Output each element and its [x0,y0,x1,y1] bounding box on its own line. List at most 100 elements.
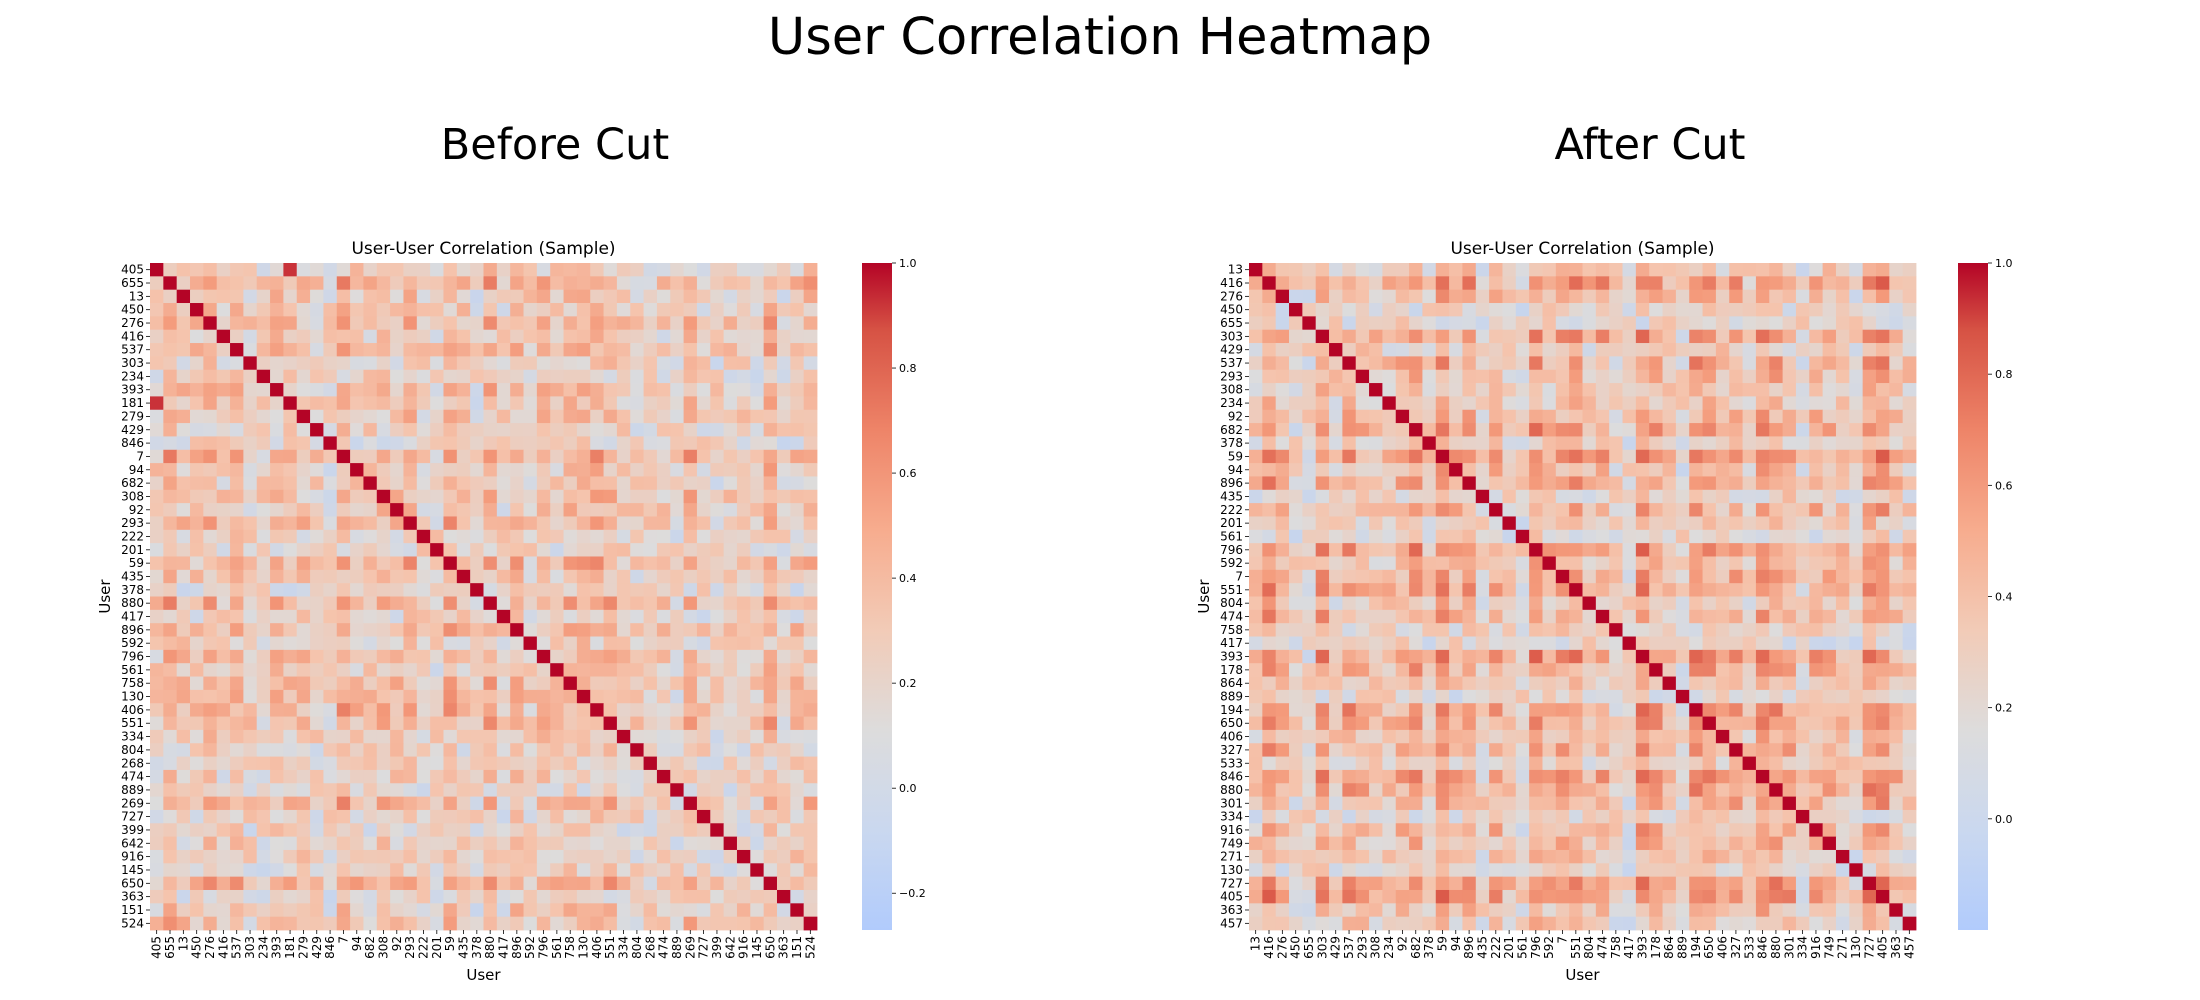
heatmap-cell [1462,703,1477,717]
heatmap-cell [256,636,271,651]
heatmap-cell [603,849,618,864]
heatmap-cell [363,369,378,384]
heatmap-cell [1462,636,1477,651]
heatmap-cell [1742,636,1757,651]
heatmap-cell [1795,463,1810,477]
heatmap-cell [550,849,564,864]
heatmap-cell [496,436,511,451]
heatmap-cell [243,636,258,651]
y-tick-label: 804 [121,743,144,757]
heatmap-cell [1249,383,1263,397]
heatmap-cell [1542,663,1557,677]
heatmap-cell [1302,263,1317,277]
heatmap-cell [1689,383,1703,397]
heatmap-cell [323,676,338,691]
heatmap-cell [1422,383,1437,397]
heatmap-cell [643,503,658,517]
heatmap-cell [603,556,618,571]
heatmap-cell [643,436,658,451]
heatmap-cell [1355,436,1370,451]
heatmap-cell [1902,609,1917,624]
heatmap-cell [1395,289,1410,304]
heatmap-cell [523,636,538,651]
heatmap-cell [190,596,204,611]
heatmap-cell [790,276,805,291]
heatmap-cell [150,423,164,437]
heatmap-cell [1875,716,1890,731]
heatmap-cell [1649,836,1663,851]
heatmap-cell [1742,409,1757,424]
heatmap-cell [256,343,271,357]
heatmap-cell [1249,623,1263,637]
heatmap-cell [443,583,458,597]
heatmap-cell [1542,636,1557,651]
heatmap-cell [1742,516,1757,531]
heatmap-cell [1515,716,1530,731]
heatmap-cell [323,783,338,797]
heatmap-cell [763,396,778,411]
heatmap-cell [790,623,805,637]
heatmap-cell [1515,356,1530,371]
heatmap-cell [150,596,164,611]
heatmap-cell [163,796,178,811]
heatmap-cell [1289,823,1303,838]
heatmap-cell [1662,703,1677,717]
heatmap-cell [1569,529,1583,544]
heatmap-cell [1729,329,1743,344]
heatmap-cell [496,663,511,677]
heatmap-cell [203,543,218,557]
heatmap-cell [1262,449,1277,464]
heatmap-cell [1502,676,1517,691]
heatmap-cell [190,396,204,411]
heatmap-cell [216,449,231,464]
heatmap-cell [1435,569,1450,584]
heatmap-cell [1262,849,1277,864]
heatmap-cell [1422,769,1437,784]
heatmap-cell [590,489,604,504]
heatmap-cell [1769,636,1783,651]
heatmap-cell [403,423,418,437]
heatmap-cell [1302,743,1317,757]
heatmap-cell [1275,836,1290,851]
heatmap-cell [1302,703,1317,717]
heatmap-cell [550,863,564,878]
heatmap-cell [1342,583,1357,597]
heatmap-cell [363,849,378,864]
heatmap-cell [1315,503,1330,517]
heatmap-cell [563,743,578,757]
heatmap-cell [1462,423,1477,437]
heatmap-cell [750,329,765,344]
heatmap-cell [270,783,284,797]
heatmap-cell [443,489,458,504]
heatmap-cell [1809,316,1824,331]
heatmap-cell [483,689,498,704]
heatmap-cell [1462,823,1477,838]
x-tick-label: 363 [777,936,791,959]
heatmap-cell [203,529,218,544]
heatmap-cell [1849,676,1864,691]
heatmap-cell [1275,503,1290,517]
heatmap-cell [1609,316,1623,331]
heatmap-cell [1435,423,1450,437]
heatmap-cell [1635,423,1650,437]
heatmap-cell [1435,676,1450,691]
heatmap-cell [1289,263,1303,277]
heatmap-cell [363,329,378,344]
heatmap-cell [696,689,711,704]
heatmap-cell [616,849,631,864]
heatmap-cell [150,449,164,464]
heatmap-cell [603,263,618,277]
heatmap-cell [1622,596,1637,611]
heatmap-cell [456,703,471,717]
heatmap-cell [1769,383,1783,397]
heatmap-cell [1409,383,1423,397]
heatmap-cell [1369,503,1383,517]
heatmap-cell [230,383,244,397]
heatmap-cell [1515,676,1530,691]
heatmap-cell [310,583,324,597]
heatmap-cell [750,423,765,437]
heatmap-cell [563,409,578,424]
heatmap-cell [483,263,498,277]
heatmap-cell [643,423,658,437]
heatmap-cell [1449,769,1463,784]
